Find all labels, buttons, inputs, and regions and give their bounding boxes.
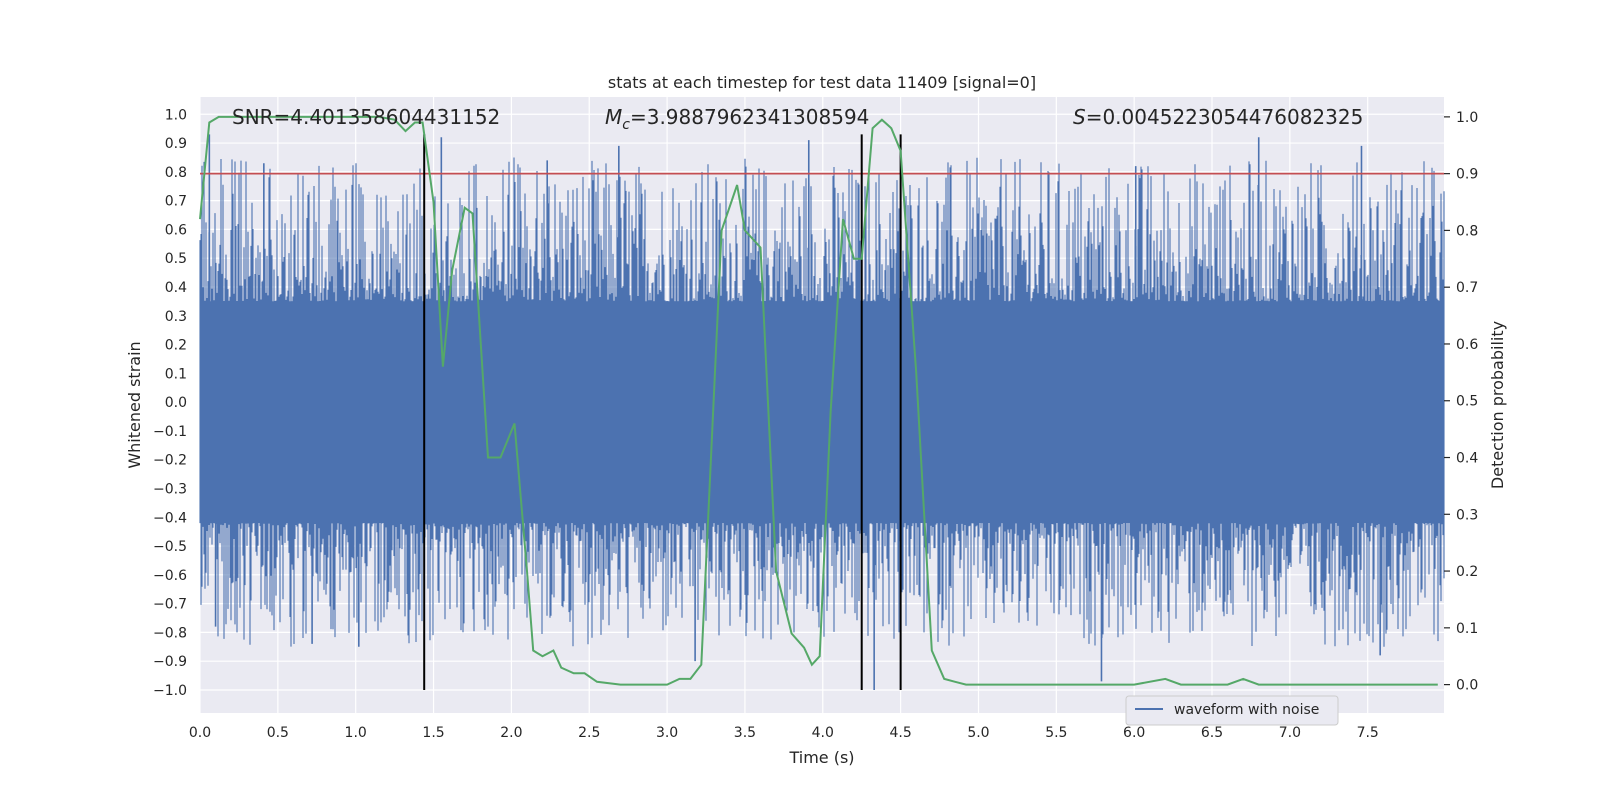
chirp-mass-annotation: Mc=3.9887962341308594 bbox=[605, 105, 869, 133]
detection-probability-line bbox=[199, 115, 1438, 686]
y-tick-label: −0.9 bbox=[153, 654, 187, 670]
waveform-with-noise-line bbox=[199, 157, 1445, 647]
y-tick-label: 0.3 bbox=[165, 309, 187, 325]
x-tick-label: 0.0 bbox=[189, 725, 211, 741]
right-y-tick-label: 0.5 bbox=[1456, 394, 1478, 410]
right-y-axis-label: Detection probability bbox=[1488, 321, 1507, 489]
x-tick-label: 7.5 bbox=[1357, 725, 1379, 741]
legend-box bbox=[1125, 695, 1339, 726]
y-tick-label: 0.9 bbox=[165, 136, 187, 152]
x-axis-ticks: 0.0 0.5 1.0 1.5 2.0 2.5 3.0 3.5 4.0 4.5 5.0 5.5 6.0 6… bbox=[189, 725, 1379, 741]
right-y-axis-ticks: 1.0 0.9 0.8 0.7 0.6 0.5 0.4 0.3 0.2 0.1 0.0 bbox=[1444, 110, 1478, 694]
y-tick-label: −1.0 bbox=[153, 683, 187, 699]
right-y-tick-label: 0.1 bbox=[1456, 621, 1478, 637]
mc-value: =3.9887962341308594 bbox=[630, 105, 869, 129]
y-tick-label: 0.0 bbox=[165, 395, 187, 411]
waveform-series bbox=[199, 134, 1445, 690]
right-y-tick-label: 0.7 bbox=[1456, 280, 1478, 296]
y-axis-label: Whitened strain bbox=[125, 341, 144, 468]
y-tick-label: −0.6 bbox=[153, 568, 187, 584]
y-tick-label: 1.0 bbox=[165, 107, 187, 123]
y-axis-ticks: 1.0 0.9 0.8 0.7 0.6 0.5 0.4 0.3 0.2 0.1 0.0 −0.1 −0.… bbox=[153, 107, 187, 699]
mc-subscript: c bbox=[622, 117, 630, 133]
x-tick-label: 1.5 bbox=[422, 725, 444, 741]
right-y-tick-label: 0.2 bbox=[1456, 564, 1478, 580]
y-tick-label: 0.8 bbox=[165, 165, 187, 181]
x-tick-label: 1.0 bbox=[345, 725, 367, 741]
x-tick-label: 6.0 bbox=[1123, 725, 1145, 741]
event-markers bbox=[423, 134, 902, 690]
x-tick-label: 4.5 bbox=[889, 725, 911, 741]
y-tick-label: −0.7 bbox=[153, 597, 187, 613]
x-tick-label: 3.5 bbox=[734, 725, 756, 741]
y-tick-label: −0.8 bbox=[153, 625, 187, 641]
right-y-tick-label: 1.0 bbox=[1456, 110, 1478, 126]
right-y-tick-label: 0.8 bbox=[1456, 223, 1478, 239]
x-tick-label: 7.0 bbox=[1279, 725, 1301, 741]
s-value: =0.0045223054476082325 bbox=[1086, 105, 1364, 129]
x-tick-label: 2.0 bbox=[500, 725, 522, 741]
x-tick-label: 3.0 bbox=[656, 725, 678, 741]
legend-label: waveform with noise bbox=[1174, 702, 1319, 718]
y-tick-label: 0.6 bbox=[165, 222, 187, 238]
y-tick-label: 0.5 bbox=[165, 251, 187, 267]
s-symbol: S bbox=[1073, 105, 1086, 129]
x-tick-label: 5.0 bbox=[967, 725, 989, 741]
legend: waveform with noise bbox=[1125, 695, 1339, 726]
chart-title: stats at each timestep for test data 114… bbox=[608, 73, 1036, 92]
y-tick-label: 0.7 bbox=[165, 194, 187, 210]
y-tick-label: −0.5 bbox=[153, 539, 187, 555]
y-tick-label: −0.1 bbox=[153, 424, 187, 440]
mc-symbol: M bbox=[605, 105, 622, 129]
snr-annotation: SNR=4.401358604431152 bbox=[232, 105, 500, 129]
y-tick-label: 0.1 bbox=[165, 366, 187, 382]
x-tick-label: 0.5 bbox=[267, 725, 289, 741]
score-annotation: S=0.0045223054476082325 bbox=[1073, 105, 1363, 129]
x-tick-label: 6.5 bbox=[1201, 725, 1223, 741]
x-tick-label: 5.5 bbox=[1045, 725, 1067, 741]
y-tick-label: −0.2 bbox=[153, 453, 187, 469]
right-y-tick-label: 0.6 bbox=[1456, 337, 1478, 353]
y-tick-label: −0.4 bbox=[153, 510, 187, 526]
x-tick-label: 4.0 bbox=[812, 725, 834, 741]
x-axis-label: Time (s) bbox=[788, 748, 854, 767]
right-y-tick-label: 0.0 bbox=[1456, 678, 1478, 694]
right-y-tick-label: 0.9 bbox=[1456, 167, 1478, 183]
y-tick-label: −0.3 bbox=[153, 481, 187, 497]
right-y-tick-label: 0.3 bbox=[1456, 507, 1478, 523]
right-y-tick-label: 0.4 bbox=[1456, 451, 1478, 467]
y-tick-label: 0.2 bbox=[165, 338, 187, 354]
y-tick-label: 0.4 bbox=[165, 280, 187, 296]
x-tick-label: 2.5 bbox=[578, 725, 600, 741]
